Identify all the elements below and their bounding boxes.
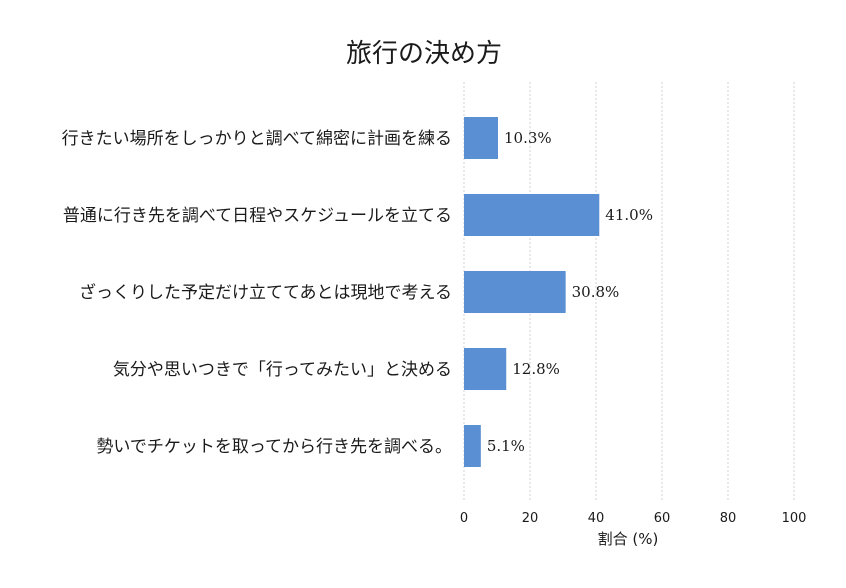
- data-label: 30.8%: [572, 283, 620, 301]
- bar: [464, 117, 498, 159]
- bar: [464, 271, 566, 313]
- data-label: 41.0%: [605, 206, 653, 224]
- category-label: ざっくりした予定だけ立ててあとは現地で考える: [79, 282, 452, 303]
- x-tick-label: 20: [522, 511, 539, 526]
- category-label: 行きたい場所をしっかりと調べて綿密に計画を練る: [62, 129, 452, 149]
- x-axis-ticks: 0 20 40 60 80 100: [460, 511, 807, 526]
- bars: 行きたい場所をしっかりと調べて綿密に計画を練る 10.3% 普通に行き先を調べて日程…: [62, 117, 653, 467]
- category-label: 普通に行き先を調べて日程やスケジュールを立てる: [63, 206, 452, 226]
- bar: [464, 425, 481, 467]
- data-label: 5.1%: [487, 437, 525, 455]
- x-tick-label: 40: [588, 511, 605, 526]
- bar: [464, 194, 600, 236]
- x-tick-label: 80: [720, 511, 737, 526]
- data-label: 12.8%: [512, 360, 560, 378]
- x-tick-label: 0: [460, 511, 468, 526]
- data-label: 10.3%: [504, 129, 552, 147]
- bar: [464, 348, 507, 390]
- x-axis-label: 割合 (%): [598, 530, 659, 548]
- chart-title: 旅行の決め方: [346, 39, 502, 69]
- category-label: 勢いでチケットを取ってから行き先を調べる。: [96, 437, 452, 457]
- x-tick-label: 100: [782, 511, 807, 526]
- category-label: 気分や思いつきで「行ってみたい」と決める: [113, 360, 452, 380]
- x-tick-label: 60: [654, 511, 671, 526]
